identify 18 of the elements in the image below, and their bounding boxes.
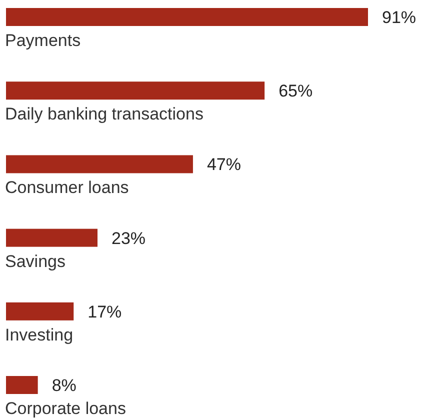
y-tick-label: Corporate loans [5, 399, 126, 418]
bar [6, 8, 368, 26]
bar [6, 155, 193, 174]
bar [6, 302, 74, 320]
y-tick-label: Savings [5, 252, 66, 271]
bar [6, 376, 38, 394]
data-label: 91% [382, 8, 416, 27]
bar [6, 82, 265, 100]
data-label: 8% [52, 376, 76, 395]
bar [6, 228, 98, 247]
y-tick-label: Consumer loans [5, 178, 129, 198]
data-label: 17% [88, 302, 122, 322]
y-tick-label: Investing [5, 325, 74, 344]
y-tick-label: Payments [5, 31, 81, 50]
data-label: 23% [111, 228, 146, 248]
data-label: 47% [206, 155, 241, 174]
data-label: 65% [278, 82, 313, 101]
y-tick-label: Daily banking transactions [5, 104, 204, 124]
